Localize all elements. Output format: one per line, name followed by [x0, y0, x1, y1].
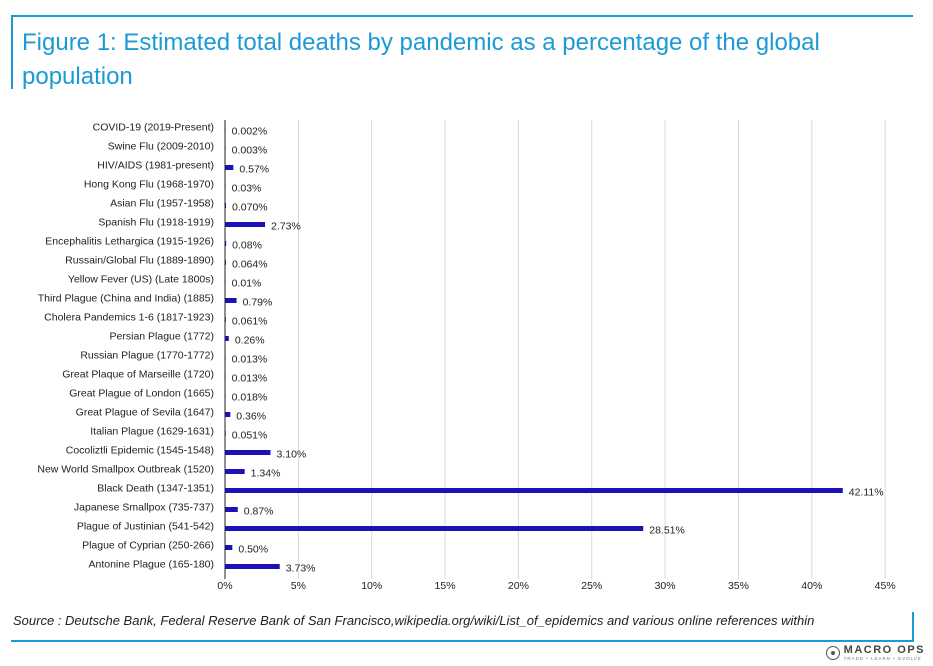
value-label: 0.018% [232, 392, 268, 404]
bar [225, 488, 843, 493]
bar [225, 336, 229, 341]
value-label: 0.79% [243, 297, 273, 309]
category-label: Black Death (1347-1351) [97, 483, 214, 495]
value-label: 0.26% [235, 335, 265, 347]
category-label: Great Plague of Sevila (1647) [76, 407, 214, 419]
bar [225, 526, 644, 531]
logo-tagline: TRADE • LEARN • EVOLVE [843, 656, 922, 661]
value-label: 0.061% [232, 316, 268, 328]
logo-name: MACRO OPS [843, 644, 925, 656]
value-label: 0.013% [232, 373, 268, 385]
bar [225, 222, 266, 227]
category-label: Encephalitis Lethargica (1915-1926) [45, 236, 214, 248]
value-label: 3.10% [276, 449, 306, 461]
x-tick-label: 35% [728, 580, 749, 592]
value-label: 0.003% [232, 145, 268, 157]
x-tick-label: 45% [875, 580, 896, 592]
bar [225, 165, 234, 170]
x-tick-label: 40% [801, 580, 822, 592]
bar [225, 507, 238, 512]
category-label: Great Plaque of Marseille (1720) [62, 369, 214, 381]
value-label: 42.11% [849, 487, 884, 499]
category-label: Yellow Fever (US) (Late 1800s) [68, 274, 214, 286]
category-label: Cholera Pandemics 1-6 (1817-1923) [44, 312, 214, 324]
category-label: Third Plague (China and India) (1885) [38, 293, 214, 305]
category-label: HIV/AIDS (1981-present) [97, 160, 214, 172]
bar [225, 203, 227, 208]
chart-title: Figure 1: Estimated total deaths by pand… [22, 29, 820, 90]
category-label: Great Plague of London (1665) [69, 388, 214, 400]
bar [225, 298, 237, 303]
bar [225, 545, 233, 550]
value-label: 0.01% [232, 278, 262, 290]
source-bottom-rule [11, 640, 914, 642]
macro-ops-logo: MACRO OPS TRADE • LEARN • EVOLVE [825, 644, 925, 662]
logo-icon [825, 646, 840, 661]
category-label: Italian Plague (1629-1631) [90, 426, 214, 438]
category-label: Asian Flu (1957-1958) [110, 198, 214, 210]
category-label: Cocoliztli Epidemic (1545-1548) [66, 445, 214, 457]
x-tick-label: 15% [435, 580, 456, 592]
x-tick-label: 25% [581, 580, 602, 592]
value-label: 0.013% [232, 354, 268, 366]
x-tick-label: 30% [655, 580, 676, 592]
value-label: 0.03% [232, 183, 262, 195]
bar [225, 469, 245, 474]
value-label: 1.34% [251, 468, 281, 480]
value-label: 0.36% [236, 411, 266, 423]
x-tick-label: 0% [217, 580, 232, 592]
bar-chart: 0% 5% 10% 15% 20% 25% 30% 35% 40% 45% COVID-19 (20… [37, 120, 896, 592]
value-label: 0.08% [232, 240, 262, 252]
category-label: Spanish Flu (1918-1919) [98, 217, 214, 229]
value-label: 28.51% [649, 525, 685, 537]
x-tick-label: 20% [508, 580, 529, 592]
value-label: 0.87% [244, 506, 274, 518]
x-tick-label: 5% [291, 580, 306, 592]
category-label: Swine Flu (2009-2010) [108, 141, 214, 153]
value-label: 0.051% [232, 430, 268, 442]
value-label: 0.064% [232, 259, 268, 271]
category-label: Persian Plague (1772) [110, 331, 214, 343]
category-label: Russian Plague (1770-1772) [80, 350, 214, 362]
category-label: Russain/Global Flu (1889-1890) [65, 255, 214, 267]
value-label: 3.73% [286, 563, 316, 575]
bar [225, 412, 231, 417]
category-label: Plague of Justinian (541-542) [77, 521, 214, 533]
value-label: 0.57% [239, 164, 269, 176]
title-left-rule [11, 15, 13, 89]
bar [225, 241, 227, 246]
category-label: Antonine Plague (165-180) [88, 559, 214, 571]
category-label: Hong Kong Flu (1968-1970) [84, 179, 214, 191]
source-note: Source : Deutsche Bank, Federal Reserve … [13, 613, 815, 628]
x-tick-label: 10% [361, 580, 382, 592]
category-label: Plague of Cyprian (250-266) [82, 540, 214, 552]
value-label: 0.50% [238, 544, 268, 556]
category-label: Japanese Smallpox (735-737) [74, 502, 214, 514]
category-label: COVID-19 (2019-Present) [93, 122, 214, 134]
title-top-rule [11, 15, 913, 17]
bar [225, 564, 280, 569]
bar [225, 450, 271, 455]
value-label: 2.73% [271, 221, 301, 233]
value-label: 0.070% [232, 202, 268, 214]
value-label: 0.002% [232, 126, 268, 138]
category-label: New World Smallpox Outbreak (1520) [37, 464, 214, 476]
source-right-rule [912, 612, 914, 642]
